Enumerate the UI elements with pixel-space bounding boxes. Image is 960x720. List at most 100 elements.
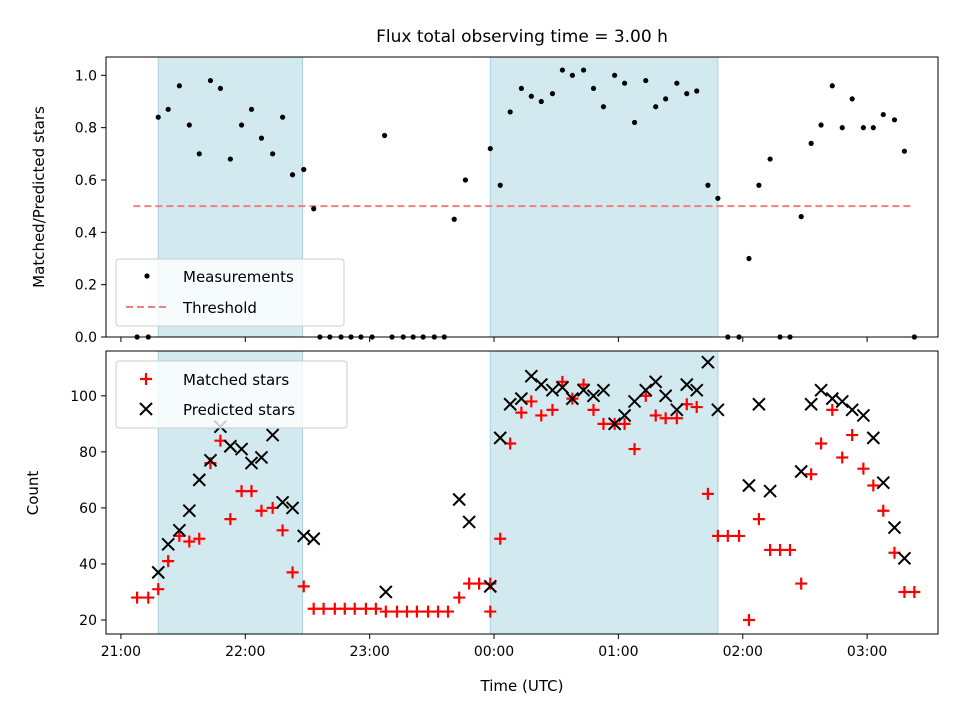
bottom-panel: 21:00 22:00 23:00 00:00 01:00 02:00 03:00 20 40 6… [24,350,939,695]
measurement-point [767,156,773,162]
measurement-point [870,125,876,131]
predicted-star-point [545,383,560,397]
measurement-point [580,67,587,73]
matched-star-point [826,403,839,416]
matched-star-point [535,409,548,422]
predicted-star-point [586,389,601,403]
matched-star-point [494,532,507,545]
predicted-star-point [887,520,902,535]
top-shaded-span-1 [489,56,719,338]
measurement-point [860,125,866,131]
measurement-point [528,93,534,99]
predicted-star-point [182,504,197,518]
top-y-tick-label: 1.0 [75,68,97,84]
measurement-point [746,255,752,262]
predicted-star-point [503,397,517,411]
measurement-point [653,104,659,110]
measurement-point [381,132,388,139]
matched-star-point [857,462,870,475]
measurement-point [643,77,649,84]
predicted-star-point [617,408,632,423]
matched-star-point [805,468,818,481]
measurement-point [549,91,556,97]
measurement-point [165,106,171,112]
matched-star-point [670,412,683,425]
bottom-y-tick-label: 80 [79,445,97,461]
predicted-star-point [565,391,580,406]
matched-star-point [628,443,641,456]
measurement-point [176,83,182,89]
measurement-point [849,96,855,102]
matched-star-point [515,406,528,419]
predicted-star-point [897,551,912,566]
predicted-star-point [752,397,766,411]
measurement-point [270,151,276,157]
predicted-star-point [658,389,673,403]
legend-predicted-marker [139,402,153,416]
matched-star-point [484,605,497,618]
top-y-tick-label: 0.8 [75,121,97,137]
measurement-point [217,85,224,92]
legend-threshold-label: Threshold [182,299,257,317]
predicted-star-point [534,377,548,392]
measurement-point [694,88,700,94]
predicted-star-point [462,515,476,529]
predicted-star-point [379,585,393,599]
measurement-point [684,91,690,97]
matched-star-point [442,605,455,618]
bottom-x-tick-label: 00:00 [474,644,514,660]
predicted-star-point [763,484,777,498]
predicted-star-point [639,383,653,397]
matched-star-point [587,403,600,416]
matched-star-point [453,591,466,604]
bottom-x-tick-label: 02:00 [723,644,763,660]
top-y-tick-label: 0.0 [75,330,97,346]
bottom-series [131,355,921,626]
top-y-axis-label: Matched/Predicted stars [30,106,48,288]
measurement-point [497,182,503,188]
predicted-star-point [576,383,591,397]
predicted-star-point [701,355,715,369]
matched-star-point [183,535,196,548]
measurement-point [569,72,575,78]
matched-star-point [733,529,746,542]
matched-star-point [142,591,155,604]
predicted-star-point [845,403,859,417]
matched-star-point [639,389,652,402]
top-panel: 0.0 0.2 0.4 0.6 0.8 1.0 Matched/Predicted sta… [30,56,939,346]
bottom-x-tick-label: 21:00 [101,644,141,660]
predicted-star-point [483,579,497,594]
matched-star-point [815,437,828,450]
bottom-x-tick-label: 01:00 [598,644,638,660]
legend-matched-label: Matched stars [183,371,289,389]
bottom-shaded-span-1 [489,350,719,635]
bottom-legend-box [115,360,348,429]
matched-star-point [795,577,808,590]
predicted-star-point [297,529,311,543]
predicted-star-point [265,428,280,442]
measurement-point [839,125,845,131]
matched-star-point [245,485,258,498]
measurement-point [451,216,457,222]
predicted-star-point [814,383,828,397]
legend-predicted-label: Predicted stars [183,401,295,419]
measurement-point [487,145,493,152]
predicted-star-point [285,501,300,515]
bottom-axes-frame [105,350,939,635]
predicted-star-point [742,478,756,493]
predicted-star-point [452,492,466,507]
predicted-star-point [234,442,249,456]
measurement-point [238,122,245,128]
top-y-tick-label: 0.6 [75,173,97,189]
predicted-star-point [244,456,259,470]
bottom-x-tick-label: 03:00 [847,644,887,660]
bottom-legend: Matched stars Predicted stars [115,360,348,429]
measurement-point [600,104,607,110]
measurement-point [663,96,669,102]
measurement-point [559,67,566,73]
matched-star-point [877,504,890,517]
predicted-star-point [670,403,684,417]
bottom-ticks: 21:00 22:00 23:00 00:00 01:00 02:00 03:00 20 40 6… [70,389,887,660]
matched-star-point [597,417,610,430]
